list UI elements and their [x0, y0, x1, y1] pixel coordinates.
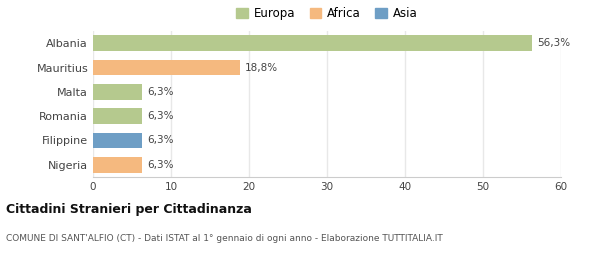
Bar: [93, 60, 239, 75]
Bar: [93, 157, 142, 173]
Bar: [93, 35, 532, 51]
Text: 56,3%: 56,3%: [537, 38, 570, 48]
Legend: Europa, Africa, Asia: Europa, Africa, Asia: [234, 5, 420, 22]
Text: 6,3%: 6,3%: [147, 160, 173, 170]
Text: 6,3%: 6,3%: [147, 135, 173, 145]
Text: Cittadini Stranieri per Cittadinanza: Cittadini Stranieri per Cittadinanza: [6, 203, 252, 216]
Text: 6,3%: 6,3%: [147, 111, 173, 121]
Text: 18,8%: 18,8%: [244, 63, 277, 73]
Bar: [93, 84, 142, 100]
Text: 6,3%: 6,3%: [147, 87, 173, 97]
Text: COMUNE DI SANT'ALFIO (CT) - Dati ISTAT al 1° gennaio di ogni anno - Elaborazione: COMUNE DI SANT'ALFIO (CT) - Dati ISTAT a…: [6, 234, 443, 243]
Bar: [93, 133, 142, 148]
Bar: [93, 108, 142, 124]
